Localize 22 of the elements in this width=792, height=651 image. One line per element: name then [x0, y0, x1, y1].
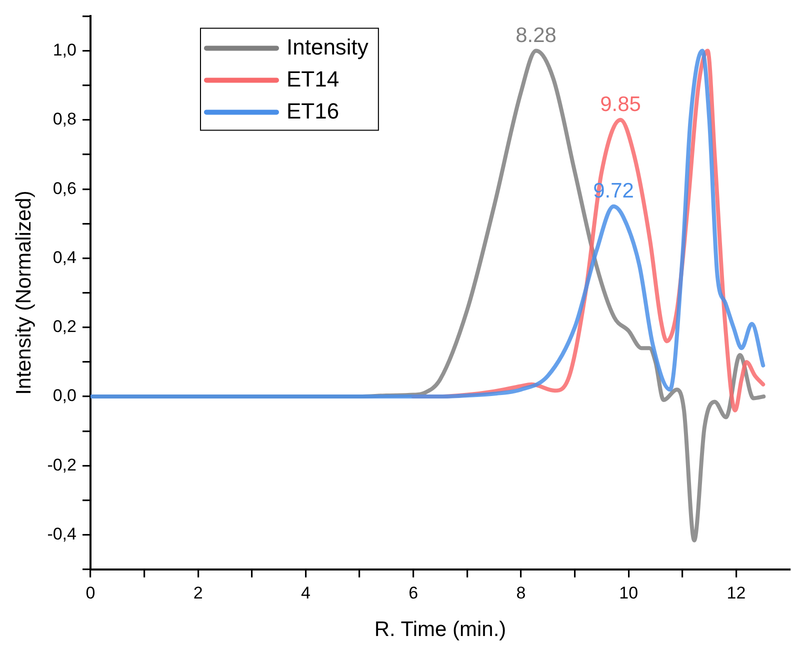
x-tick-label: 6: [408, 583, 418, 602]
y-axis-title: Intensity (Normalized): [12, 190, 36, 395]
x-tick-label: 12: [726, 583, 746, 602]
x-tick-label: 0: [86, 583, 96, 602]
legend-label: ET16: [286, 98, 340, 124]
annotation: 9.85: [600, 93, 641, 116]
y-tick-label: -0,4: [47, 524, 76, 544]
y-tick-label: 0,8: [52, 110, 76, 129]
y-tick-label: 0,4: [52, 248, 76, 267]
x-tick-label: 4: [300, 583, 310, 602]
x-tick-label: 2: [193, 583, 203, 602]
x-axis-title: R. Time (min.): [374, 618, 506, 642]
annotation: 8.28: [516, 24, 556, 48]
y-tick-label: 0,0: [52, 386, 76, 406]
y-tick-label: 1,0: [52, 40, 76, 60]
y-tick-label: 0,2: [52, 317, 76, 336]
legend-label: ET14: [286, 66, 340, 92]
y-tick-label: -0,2: [47, 455, 76, 474]
legend-label: Intensity: [286, 34, 368, 60]
x-tick-label: 10: [619, 583, 638, 602]
y-tick-label: 0,6: [52, 178, 76, 198]
x-tick-label: 8: [516, 583, 526, 602]
